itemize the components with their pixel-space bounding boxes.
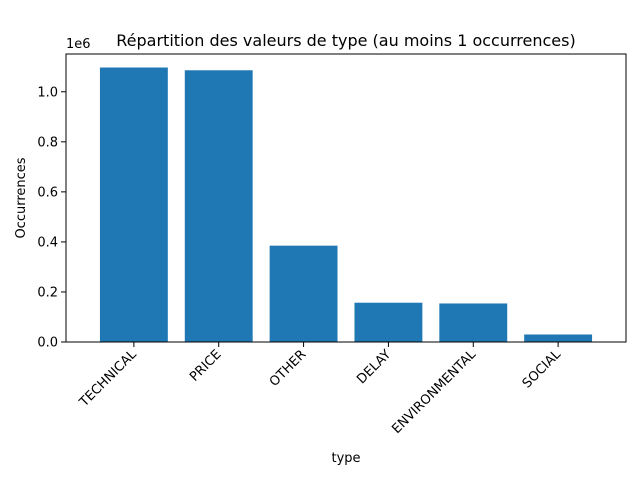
chart-title: Répartition des valeurs de type (au moin… xyxy=(116,31,575,50)
y-axis: 0.0 0.2 0.4 0.6 0.8 1.0 xyxy=(37,85,66,351)
plot-frame xyxy=(65,53,627,343)
y-tick-label: 0.8 xyxy=(37,135,58,150)
y-tick-label: 0.6 xyxy=(37,185,58,200)
y-tick-label: 1.0 xyxy=(37,85,58,100)
y-tick-label: 0.2 xyxy=(37,285,58,300)
y-axis-scale-label: 1e6 xyxy=(66,37,91,52)
bar-social xyxy=(524,334,593,342)
bar-technical xyxy=(99,67,168,343)
y-axis-title: Occurrences xyxy=(14,157,29,238)
bar-other xyxy=(269,245,338,342)
bar-delay xyxy=(354,302,423,342)
y-tick-label: 0.0 xyxy=(37,336,58,351)
y-tick-label: 0.4 xyxy=(37,235,58,250)
bar-environmental xyxy=(439,303,508,342)
bar-price xyxy=(184,70,253,343)
bar-series xyxy=(99,67,593,343)
x-axis-title: type xyxy=(331,451,360,466)
